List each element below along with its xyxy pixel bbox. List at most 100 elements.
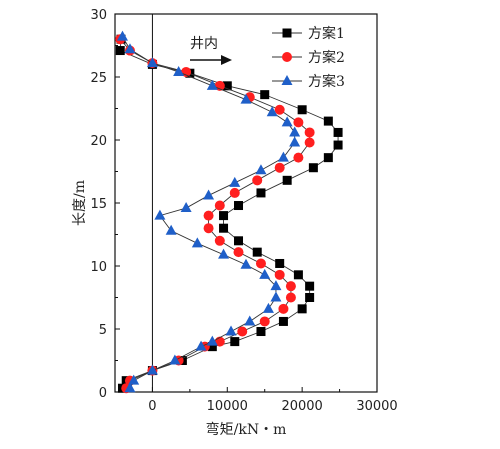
y-axis-title: 长度/m <box>72 180 88 226</box>
data-point-triangle <box>124 43 136 54</box>
data-point-square <box>207 342 217 352</box>
data-point-triangle <box>240 258 252 269</box>
data-point-square <box>275 258 285 268</box>
x-tick-label: 30000 <box>356 399 397 414</box>
data-point-triangle <box>225 325 237 336</box>
data-point-triangle <box>218 248 230 259</box>
data-point-triangle <box>229 176 241 187</box>
y-tick-label: 30 <box>90 8 107 23</box>
y-tick-label: 5 <box>99 323 107 338</box>
data-point-square <box>282 175 292 185</box>
data-point-circle <box>233 247 244 258</box>
data-point-circle <box>255 258 266 269</box>
plot-area: 0 10000 20000 30000 0 5 10 15 20 25 30 弯矩/kN・m 长度/m 方… <box>72 8 398 438</box>
data-point-circle <box>203 223 214 234</box>
data-point-triangle <box>240 93 252 104</box>
data-point-square <box>230 337 240 347</box>
data-point-circle <box>229 187 240 198</box>
y-tick-label: 10 <box>90 260 107 275</box>
annotation-label: 井内 <box>190 36 218 52</box>
data-point-square <box>282 28 292 38</box>
data-point-circle <box>252 175 263 186</box>
data-point-triangle <box>255 164 267 175</box>
data-point-triangle <box>259 268 271 279</box>
data-point-triangle <box>289 136 301 147</box>
data-point-square <box>222 81 232 91</box>
y-tick-label: 15 <box>90 197 107 212</box>
data-point-square <box>308 163 318 173</box>
data-point-circle <box>274 162 285 173</box>
data-point-triangle <box>270 291 282 302</box>
data-point-square <box>234 236 244 246</box>
data-point-circle <box>304 127 315 138</box>
data-point-triangle <box>191 237 203 248</box>
data-point-triangle <box>195 340 207 351</box>
data-point-circle <box>304 137 315 148</box>
data-point-square <box>219 211 229 221</box>
data-point-circle <box>278 303 289 314</box>
data-point-circle <box>285 281 296 292</box>
data-point-square <box>219 223 229 233</box>
legend: 方案1 方案2 方案3 <box>272 25 345 90</box>
x-tick-label: 0 <box>148 399 156 414</box>
data-point-triangle <box>169 354 181 365</box>
data-point-square <box>333 127 343 137</box>
annotation-arrow-head <box>221 55 232 65</box>
data-point-triangle <box>128 374 140 385</box>
data-point-triangle <box>146 364 158 375</box>
data-point-circle <box>293 152 304 163</box>
data-point-circle <box>203 210 214 221</box>
data-point-triangle <box>116 30 128 41</box>
data-point-triangle <box>270 280 282 291</box>
data-point-triangle <box>124 382 136 393</box>
y-tick-label: 0 <box>99 386 107 401</box>
data-point-square <box>252 247 262 257</box>
data-point-circle <box>214 235 225 246</box>
plot-frame <box>114 13 378 393</box>
data-point-circle <box>274 269 285 280</box>
data-point-circle <box>214 200 225 211</box>
data-point-triangle <box>281 75 293 85</box>
data-point-triangle <box>165 224 177 235</box>
data-point-triangle <box>277 151 289 162</box>
data-point-triangle <box>206 79 218 90</box>
x-tick-label: 20000 <box>281 399 322 414</box>
data-point-circle <box>285 292 296 303</box>
data-point-circle <box>237 326 248 337</box>
data-point-circle <box>282 52 292 62</box>
series-3 <box>116 30 301 393</box>
data-point-triangle <box>266 106 278 117</box>
x-tick-label: 10000 <box>207 399 248 414</box>
data-point-square <box>323 153 333 163</box>
data-point-triangle <box>206 335 218 346</box>
data-point-square <box>278 316 288 326</box>
data-point-square <box>260 90 270 100</box>
data-point-circle <box>274 104 285 115</box>
data-point-triangle <box>289 126 301 137</box>
data-point-triangle <box>244 315 256 326</box>
data-point-circle <box>259 316 270 327</box>
data-point-square <box>115 46 125 56</box>
data-point-square <box>305 281 315 291</box>
data-point-square <box>297 105 307 115</box>
data-point-triangle <box>203 189 215 200</box>
data-point-triangle <box>154 209 166 220</box>
data-point-square <box>293 270 303 280</box>
x-axis-title: 弯矩/kN・m <box>206 421 287 438</box>
data-point-square <box>256 188 266 198</box>
legend-label: 方案1 <box>308 25 345 42</box>
y-tick-label: 20 <box>90 134 107 149</box>
data-point-square <box>323 116 333 126</box>
series-line <box>119 38 311 389</box>
data-point-triangle <box>173 65 185 76</box>
legend-label: 方案3 <box>308 73 345 90</box>
data-point-square <box>256 327 266 337</box>
legend-label: 方案2 <box>308 49 345 66</box>
data-point-square <box>333 140 343 150</box>
data-point-triangle <box>281 116 293 127</box>
data-point-square <box>297 304 307 314</box>
data-point-circle <box>293 117 304 128</box>
data-point-triangle <box>262 302 274 313</box>
data-point-triangle <box>146 57 158 68</box>
